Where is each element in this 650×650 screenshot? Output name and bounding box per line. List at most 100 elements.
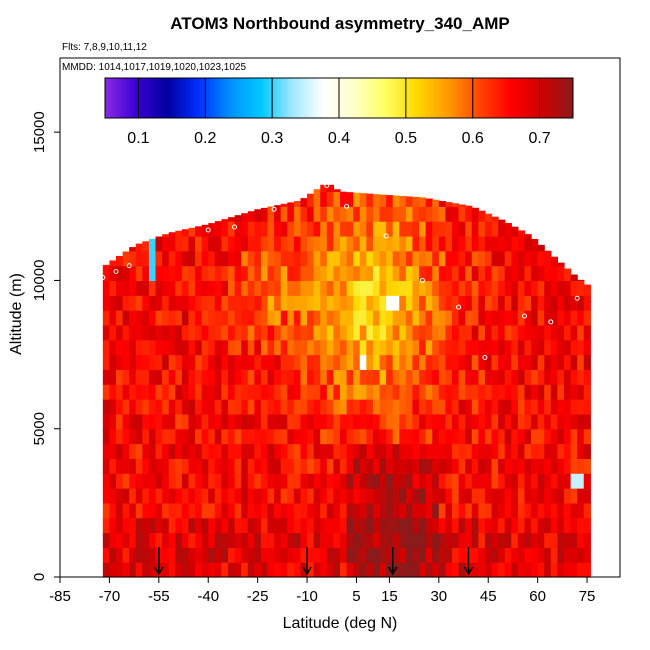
heatmap-cell bbox=[372, 473, 381, 489]
heatmap-cell bbox=[280, 203, 288, 207]
heatmap-cell bbox=[445, 369, 453, 385]
heatmap-cell bbox=[175, 443, 183, 459]
heatmap-cell bbox=[122, 310, 130, 326]
heatmap-cell bbox=[412, 280, 420, 296]
heatmap-cell bbox=[478, 324, 486, 341]
heatmap-cell bbox=[274, 502, 282, 519]
heatmap-cell bbox=[517, 547, 526, 563]
heatmap-cell bbox=[135, 399, 143, 415]
heatmap-cell bbox=[135, 324, 143, 341]
heatmap-cell bbox=[221, 473, 229, 489]
heatmap-cell bbox=[300, 488, 308, 504]
heatmap-cell bbox=[438, 443, 447, 459]
heatmap-cell bbox=[445, 443, 453, 459]
heatmap-cell bbox=[379, 250, 387, 267]
heatmap-cell bbox=[412, 488, 420, 504]
heatmap-cell bbox=[366, 384, 374, 400]
heatmap-cell bbox=[208, 223, 216, 237]
heatmap-cell bbox=[320, 384, 328, 400]
heatmap-cell bbox=[366, 443, 374, 459]
heatmap-cell bbox=[307, 532, 315, 548]
heatmap-cell bbox=[524, 428, 532, 445]
heatmap-cell bbox=[564, 502, 572, 519]
heatmap-cell bbox=[550, 256, 559, 267]
heatmap-cell bbox=[241, 384, 249, 400]
heatmap-cell bbox=[359, 206, 367, 222]
heatmap-cell bbox=[214, 295, 223, 311]
heatmap-cell bbox=[577, 413, 585, 430]
heatmap-cell bbox=[208, 354, 216, 370]
heatmap-cell bbox=[241, 443, 249, 459]
heatmap-cell bbox=[307, 458, 315, 474]
heatmap-cell bbox=[307, 310, 315, 326]
heatmap-cell bbox=[465, 235, 473, 252]
heatmap-cell bbox=[544, 458, 552, 474]
heatmap-cell bbox=[359, 280, 367, 296]
heatmap-cell bbox=[491, 216, 499, 222]
heatmap-cell bbox=[471, 473, 479, 489]
heatmap-cell bbox=[353, 384, 361, 400]
heatmap-cell bbox=[116, 280, 124, 296]
heatmap-cell bbox=[181, 413, 190, 430]
heatmap-cell bbox=[326, 488, 335, 504]
heatmap-cell bbox=[478, 428, 486, 445]
colorbar-tick-label: 0.1 bbox=[127, 130, 149, 147]
heatmap-cell bbox=[531, 547, 539, 563]
heatmap-cell bbox=[557, 324, 565, 341]
heatmap-cell bbox=[405, 532, 414, 548]
heatmap-cell bbox=[399, 221, 407, 237]
heatmap-cell bbox=[478, 295, 486, 311]
heatmap-cell bbox=[162, 562, 170, 578]
x-tick-label: -85 bbox=[49, 588, 71, 605]
heatmap-cell bbox=[550, 384, 559, 400]
heatmap-cell bbox=[392, 250, 400, 267]
heatmap-cell bbox=[260, 384, 269, 400]
heatmap-cell bbox=[465, 354, 473, 370]
heatmap-cell bbox=[346, 295, 354, 311]
heatmap-cell bbox=[116, 399, 124, 415]
heatmap-cell bbox=[201, 224, 209, 237]
heatmap-cell bbox=[583, 354, 591, 370]
heatmap-cell bbox=[564, 532, 572, 548]
heatmap-cell bbox=[307, 339, 315, 356]
heatmap-cell bbox=[372, 265, 381, 282]
heatmap-cell bbox=[372, 517, 381, 534]
heatmap-cell bbox=[293, 324, 302, 341]
heatmap-cell bbox=[458, 502, 466, 519]
heatmap-cell bbox=[517, 354, 526, 370]
heatmap-cell bbox=[458, 295, 466, 311]
heatmap-cell bbox=[386, 443, 394, 459]
heatmap-cell bbox=[471, 532, 479, 548]
heatmap-cell bbox=[458, 413, 466, 430]
heatmap-cell bbox=[333, 443, 341, 459]
heatmap-cell bbox=[320, 443, 328, 459]
heatmap-cell bbox=[458, 250, 466, 267]
heatmap-cell bbox=[228, 428, 236, 445]
heatmap-cell bbox=[293, 250, 302, 267]
x-tick-label: -70 bbox=[99, 588, 121, 605]
heatmap-cell bbox=[247, 369, 255, 385]
heatmap-cell bbox=[280, 235, 288, 252]
heatmap-cell bbox=[155, 428, 163, 445]
heatmap-cell bbox=[372, 488, 381, 504]
heatmap-cell bbox=[129, 413, 137, 430]
heatmap-cell bbox=[557, 413, 565, 430]
heatmap-cell bbox=[221, 458, 229, 474]
heatmap-cell bbox=[135, 458, 143, 474]
heatmap-cell bbox=[181, 369, 190, 385]
heatmap-cell bbox=[372, 324, 381, 341]
heatmap-cell bbox=[234, 250, 242, 267]
heatmap-cell bbox=[267, 547, 275, 563]
heatmap-cell bbox=[221, 399, 229, 415]
heatmap-cell bbox=[517, 235, 526, 252]
heatmap-cell bbox=[491, 384, 499, 400]
heatmap-cell bbox=[419, 413, 427, 430]
heatmap-cell bbox=[340, 517, 348, 534]
heatmap-cell bbox=[392, 295, 400, 311]
heatmap-cell bbox=[557, 310, 565, 326]
heatmap-cell bbox=[208, 458, 216, 474]
heatmap-cell bbox=[122, 399, 130, 415]
heatmap-cell bbox=[445, 488, 453, 504]
heatmap-cell bbox=[188, 488, 196, 504]
heatmap-cell bbox=[340, 191, 348, 207]
